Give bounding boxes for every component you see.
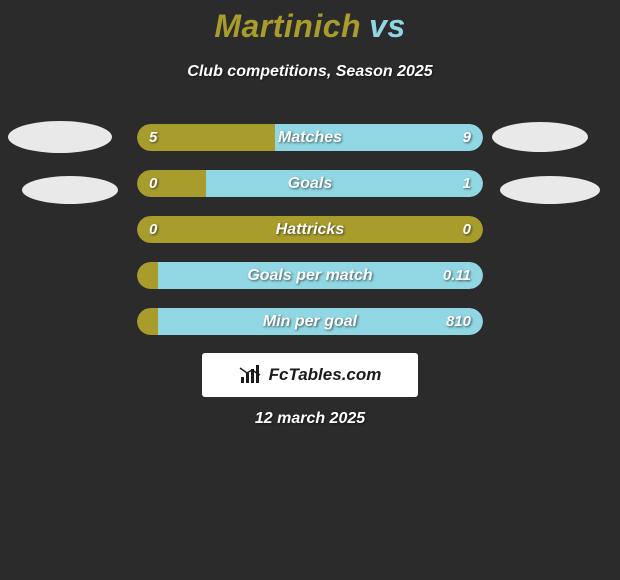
comparison-infographic: Martinichvs Club competitions, Season 20… bbox=[0, 0, 620, 580]
brand-box: FcTables.com bbox=[202, 353, 418, 397]
bar-chart-icon bbox=[239, 365, 263, 385]
left-team-logo bbox=[22, 176, 118, 204]
right-team-logo bbox=[500, 176, 600, 204]
page-title: Martinichvs bbox=[0, 8, 620, 45]
stat-row: Goals per match0.11 bbox=[137, 262, 483, 289]
stat-row: Goals0 1 bbox=[137, 170, 483, 197]
stat-row: Min per goal810 bbox=[137, 308, 483, 335]
right-team-logo bbox=[492, 122, 588, 152]
left-team-logo bbox=[8, 121, 112, 153]
vs-label: vs bbox=[369, 8, 406, 44]
stat-label: Goals bbox=[137, 170, 483, 197]
stat-value-right: 0 bbox=[463, 216, 471, 243]
stat-value-right: 0.11 bbox=[443, 262, 471, 289]
date-text: 12 march 2025 bbox=[0, 410, 620, 428]
stat-value-left: 0 bbox=[149, 170, 157, 197]
stat-label: Min per goal bbox=[137, 308, 483, 335]
brand-text: FcTables.com bbox=[269, 365, 382, 385]
stat-value-right: 1 bbox=[463, 170, 471, 197]
stat-value-left: 5 bbox=[149, 124, 157, 151]
stat-bars: Matches59Goals01Hattricks00Goals per mat… bbox=[137, 124, 483, 354]
stat-label: Hattricks bbox=[137, 216, 483, 243]
player1-name: Martinich bbox=[214, 8, 361, 44]
stat-value-right: 9 bbox=[463, 124, 471, 151]
stat-row: Hattricks0 0 bbox=[137, 216, 483, 243]
stat-row: Matches5 9 bbox=[137, 124, 483, 151]
stat-value-left: 0 bbox=[149, 216, 157, 243]
stat-value-right: 810 bbox=[446, 308, 471, 335]
subtitle: Club competitions, Season 2025 bbox=[0, 63, 620, 81]
stat-label: Matches bbox=[137, 124, 483, 151]
stat-label: Goals per match bbox=[137, 262, 483, 289]
